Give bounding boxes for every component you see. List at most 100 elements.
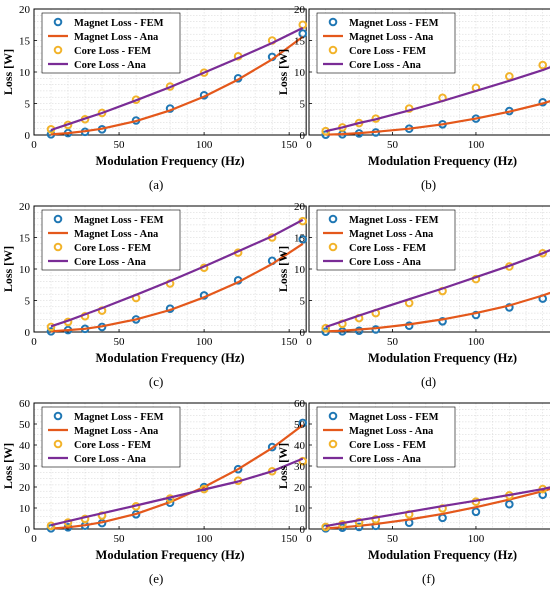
core-loss-fem-point <box>199 68 209 77</box>
y-tick-label: 40 <box>19 440 31 452</box>
legend-magnet-loss-fem-swatch <box>328 411 338 421</box>
magnet-loss-ana-line <box>50 424 304 530</box>
panel-caption: (b) <box>421 177 436 192</box>
legend: Magnet Loss - FEM Magnet Loss - Ana Core L… <box>41 406 181 468</box>
legend-magnet-loss-fem-label: Magnet Loss - FEM <box>349 18 439 29</box>
legend-magnet-loss-ana-label: Magnet Loss - Ana <box>349 426 434 437</box>
core-loss-fem-point <box>538 60 548 70</box>
x-tick-label: 0 <box>306 533 312 545</box>
legend-core-loss-fem-swatch <box>328 439 338 449</box>
legend: Magnet Loss - FEM Magnet Loss - Ana Core L… <box>316 406 456 468</box>
legend-core-loss-fem-swatch <box>328 242 338 252</box>
series-magnet-loss-ana <box>325 100 550 136</box>
series-magnet-loss-fem <box>46 29 308 139</box>
legend-magnet-loss-ana-label: Magnet Loss - Ana <box>349 229 434 240</box>
legend: Magnet Loss - FEM Magnet Loss - Ana Core L… <box>41 12 181 74</box>
x-tick-label: 100 <box>196 336 213 348</box>
legend-core-loss-ana-label: Core Loss - Ana <box>74 60 147 71</box>
series-core-loss-ana <box>50 26 304 132</box>
magnet-loss-fem-point <box>505 303 514 312</box>
legend-magnet-loss-fem-label: Magnet Loss - FEM <box>349 215 439 226</box>
magnet-loss-fem-point <box>267 442 277 452</box>
x-tick-label: 0 <box>31 139 37 151</box>
legend-magnet-loss-fem-label: Magnet Loss - FEM <box>74 215 164 226</box>
core-loss-ana-line <box>50 218 304 328</box>
legend-magnet-loss-ana-label: Magnet Loss - Ana <box>74 32 159 43</box>
y-tick-label: 20 <box>294 482 306 494</box>
series-core-loss-ana <box>325 66 550 133</box>
legend-core-loss-ana-label: Core Loss - Ana <box>349 454 422 465</box>
y-axis-label: Loss [W] <box>1 49 15 95</box>
x-tick-label: 0 <box>306 336 312 348</box>
legend-magnet-loss-fem-swatch <box>328 17 338 27</box>
legend-magnet-loss-fem-swatch <box>53 411 63 421</box>
core-loss-fem-point <box>298 20 308 30</box>
y-tick-label: 10 <box>294 67 306 79</box>
legend-core-loss-fem-swatch <box>53 242 63 252</box>
magnet-loss-fem-point <box>438 316 447 326</box>
series-magnet-loss-ana <box>325 487 550 530</box>
y-tick-label: 20 <box>294 4 306 16</box>
y-tick-label: 0 <box>300 524 306 536</box>
y-tick-label: 10 <box>19 67 31 79</box>
y-tick-label: 0 <box>25 130 31 142</box>
x-tick-label: 50 <box>387 533 399 545</box>
x-tick-label: 100 <box>196 533 213 545</box>
y-axis-label: Loss [W] <box>276 443 290 489</box>
x-tick-label: 100 <box>468 533 485 545</box>
core-loss-ana-line <box>50 26 304 132</box>
magnet-loss-ana-line <box>325 100 550 136</box>
legend-magnet-loss-fem-swatch <box>53 214 63 224</box>
panel-caption: (f) <box>422 571 435 586</box>
y-tick-label: 60 <box>294 398 306 410</box>
y-axis-label: Loss [W] <box>276 246 290 292</box>
magnet-loss-ana-line <box>50 35 304 136</box>
core-loss-ana-line <box>325 249 550 329</box>
legend-core-loss-fem-label: Core Loss - FEM <box>349 46 426 57</box>
y-tick-label: 0 <box>300 130 306 142</box>
y-tick-label: 20 <box>294 201 306 213</box>
y-tick-label: 40 <box>294 440 306 452</box>
y-tick-label: 0 <box>25 524 31 536</box>
core-loss-ana-line <box>325 486 550 528</box>
series-core-loss-ana <box>50 457 304 527</box>
core-loss-fem-point <box>371 515 381 524</box>
core-loss-fem-point <box>321 323 330 333</box>
legend: Magnet Loss - FEM Magnet Loss - Ana Core L… <box>316 209 456 271</box>
legend-magnet-loss-fem-label: Magnet Loss - FEM <box>74 18 164 29</box>
legend-magnet-loss-ana-label: Magnet Loss - Ana <box>74 426 159 437</box>
x-tick-label: 150 <box>281 336 298 348</box>
x-axis-label: Modulation Frequency (Hz) <box>368 154 517 168</box>
x-tick-label: 150 <box>281 139 298 151</box>
x-tick-label: 50 <box>114 139 126 151</box>
core-loss-fem-point <box>321 522 330 532</box>
core-loss-ana-line <box>50 457 304 527</box>
y-tick-label: 15 <box>19 233 31 245</box>
legend-core-loss-ana-label: Core Loss - Ana <box>349 60 422 71</box>
magnet-loss-ana-line <box>50 242 304 333</box>
legend-core-loss-ana-label: Core Loss - Ana <box>74 257 147 268</box>
x-axis-label: Modulation Frequency (Hz) <box>368 351 517 365</box>
x-axis-label: Modulation Frequency (Hz) <box>96 351 245 365</box>
core-loss-fem-point <box>538 248 548 258</box>
x-tick-label: 0 <box>31 533 37 545</box>
y-tick-label: 15 <box>294 36 306 48</box>
legend-magnet-loss-ana-label: Magnet Loss - Ana <box>74 229 159 240</box>
magnet-loss-fem-point <box>298 235 308 244</box>
y-tick-label: 5 <box>300 99 306 111</box>
x-tick-label: 0 <box>306 139 312 151</box>
y-tick-label: 5 <box>25 296 31 308</box>
series-magnet-loss-ana <box>50 424 304 530</box>
y-tick-label: 30 <box>294 461 306 473</box>
series-magnet-loss-ana <box>50 242 304 333</box>
y-axis-label: Loss [W] <box>1 246 15 292</box>
y-tick-label: 20 <box>19 482 31 494</box>
magnet-loss-ana-line <box>325 291 550 333</box>
